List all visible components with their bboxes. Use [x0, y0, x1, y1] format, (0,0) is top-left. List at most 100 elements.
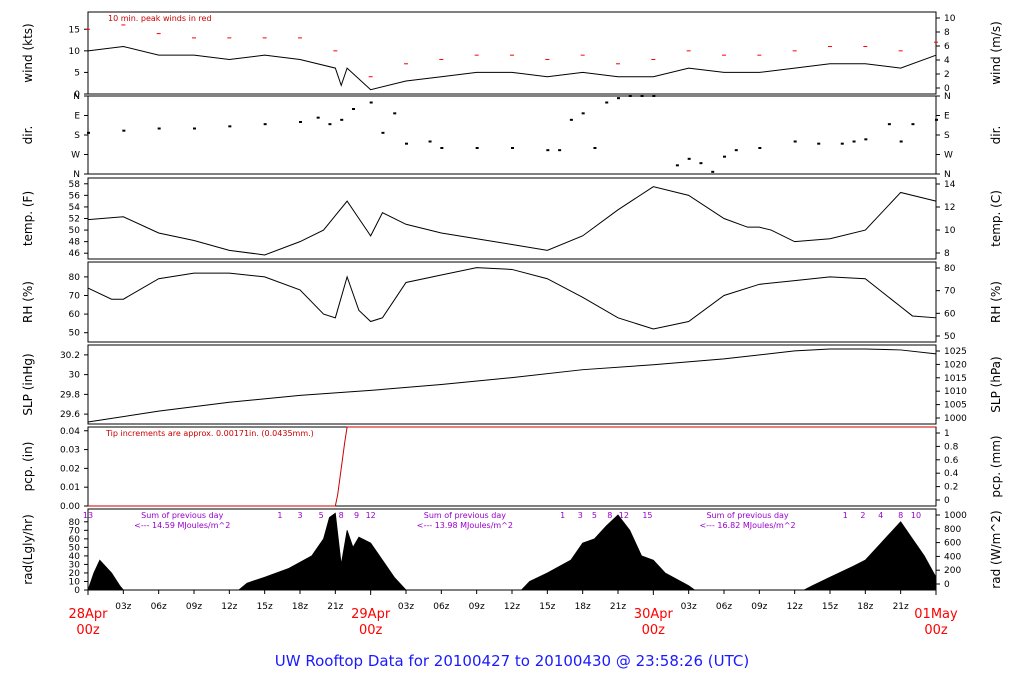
y-tick-label: 30 [69, 371, 81, 381]
x-tick-label: 21z [610, 602, 626, 612]
data-point [87, 131, 90, 134]
data-point [652, 95, 656, 97]
y-tick-label: 40 [69, 552, 81, 562]
y-tick-label: 10 [69, 47, 81, 57]
y-axis-label: temp. (F) [21, 191, 35, 246]
data-point [569, 118, 573, 121]
panel-frame [87, 95, 937, 175]
y-tick-label: 0.00 [60, 502, 80, 512]
y-right-tick-label: 800 [944, 525, 961, 535]
y-axis-label-right: rad (W/m^2) [989, 510, 1003, 588]
data-point [864, 138, 868, 141]
y-tick-label: 70 [69, 291, 81, 301]
y-right-tick-label: 0.2 [944, 483, 958, 493]
y-right-tick-label: 70 [944, 287, 956, 297]
data-point [628, 95, 632, 97]
y-right-tick-label: 8 [944, 28, 950, 38]
data-point [711, 170, 715, 173]
y-axis-label-right: RH (%) [989, 281, 1003, 323]
y-tick-label: 58 [69, 180, 81, 190]
y-right-tick-label: 0.4 [944, 469, 959, 479]
x-tick-label: 12z [504, 602, 520, 612]
data-point [263, 123, 267, 126]
sun-hour-mark: 4 [878, 511, 883, 520]
y-tick-label: 15 [69, 25, 80, 35]
y-tick-label: 10 [69, 577, 81, 587]
day-label: 01May [914, 607, 958, 622]
series-line [87, 186, 937, 256]
data-point [440, 147, 444, 149]
y-tick-label: 0.04 [60, 427, 80, 437]
y-tick-label: W [71, 151, 80, 161]
y-axis-label-right: temp. (C) [989, 190, 1003, 247]
y-right-tick-label: S [944, 131, 950, 141]
y-tick-label: 50 [69, 226, 81, 236]
x-tick-label: 12z [787, 602, 803, 612]
data-point [723, 155, 726, 158]
data-point [840, 142, 844, 145]
sun-hour-mark: 3 [578, 511, 583, 520]
day-label: 29Apr [351, 607, 391, 622]
data-point [428, 140, 432, 143]
y-right-tick-label: 1000 [944, 511, 967, 521]
data-point [475, 147, 479, 149]
data-point [758, 147, 762, 149]
y-right-tick-label: 0 [944, 580, 950, 590]
y-right-tick-label: 1015 [944, 374, 967, 384]
y-right-tick-label: 1010 [944, 387, 967, 397]
y-tick-label: 20 [69, 569, 81, 579]
data-point [852, 140, 856, 143]
y-tick-label: E [74, 112, 80, 122]
y-right-tick-label: 0 [944, 84, 950, 94]
y-tick-label: 0.03 [60, 446, 80, 456]
y-tick-label: 29.6 [60, 410, 80, 420]
sun-hour-mark: 8 [898, 511, 903, 520]
daily-sum-label: Sum of previous day [141, 511, 223, 520]
sun-hour-mark: 9 [354, 511, 359, 520]
y-right-tick-label: 1000 [944, 414, 967, 424]
y-right-tick-label: E [944, 112, 950, 122]
data-point [734, 149, 738, 152]
x-tick-label: 18z [857, 602, 873, 612]
y-axis-label: dir. [21, 126, 35, 145]
y-tick-label: 46 [69, 249, 81, 259]
data-point [340, 118, 344, 121]
x-tick-label: 03z [681, 602, 697, 612]
data-point [157, 127, 161, 130]
data-point [381, 131, 385, 134]
series-line [87, 348, 937, 423]
y-tick-label: 80 [69, 518, 81, 528]
y-axis-label-right: wind (m/s) [989, 21, 1003, 85]
chart-title: UW Rooftop Data for 20100427 to 20100430… [274, 652, 750, 670]
series-line [87, 46, 937, 91]
x-tick-label: 15z [822, 602, 838, 612]
sun-hour-mark: 1 [843, 511, 848, 520]
day-hour-label: 00z [359, 623, 383, 638]
x-tick-label: 06z [151, 602, 167, 612]
sun-hour-mark: 10 [911, 511, 921, 520]
y-right-tick-label: 2 [944, 70, 950, 80]
y-tick-label: 54 [69, 203, 81, 213]
y-tick-label: N [73, 170, 80, 180]
x-tick-label: 18z [292, 602, 308, 612]
series-line [88, 426, 936, 507]
y-tick-label: 70 [69, 526, 81, 536]
y-right-tick-label: 1020 [944, 360, 967, 370]
panel-frame [87, 11, 937, 95]
data-point [193, 127, 196, 130]
y-tick-label: 30.2 [60, 351, 80, 361]
day-hour-label: 00z [924, 623, 948, 638]
data-point [328, 123, 332, 126]
daily-sum-label: Sum of previous day [424, 511, 506, 520]
panel-annotation: 10 min. peak winds in red [108, 14, 212, 23]
data-point [899, 140, 903, 143]
x-tick-label: 21z [893, 602, 909, 612]
data-point [699, 162, 703, 165]
series-line [87, 267, 937, 330]
sun-hour-mark: 13 [83, 511, 93, 520]
x-tick-label: 21z [327, 602, 343, 612]
data-point [228, 125, 232, 128]
y-tick-label: 30 [69, 560, 81, 570]
data-point [546, 149, 550, 152]
